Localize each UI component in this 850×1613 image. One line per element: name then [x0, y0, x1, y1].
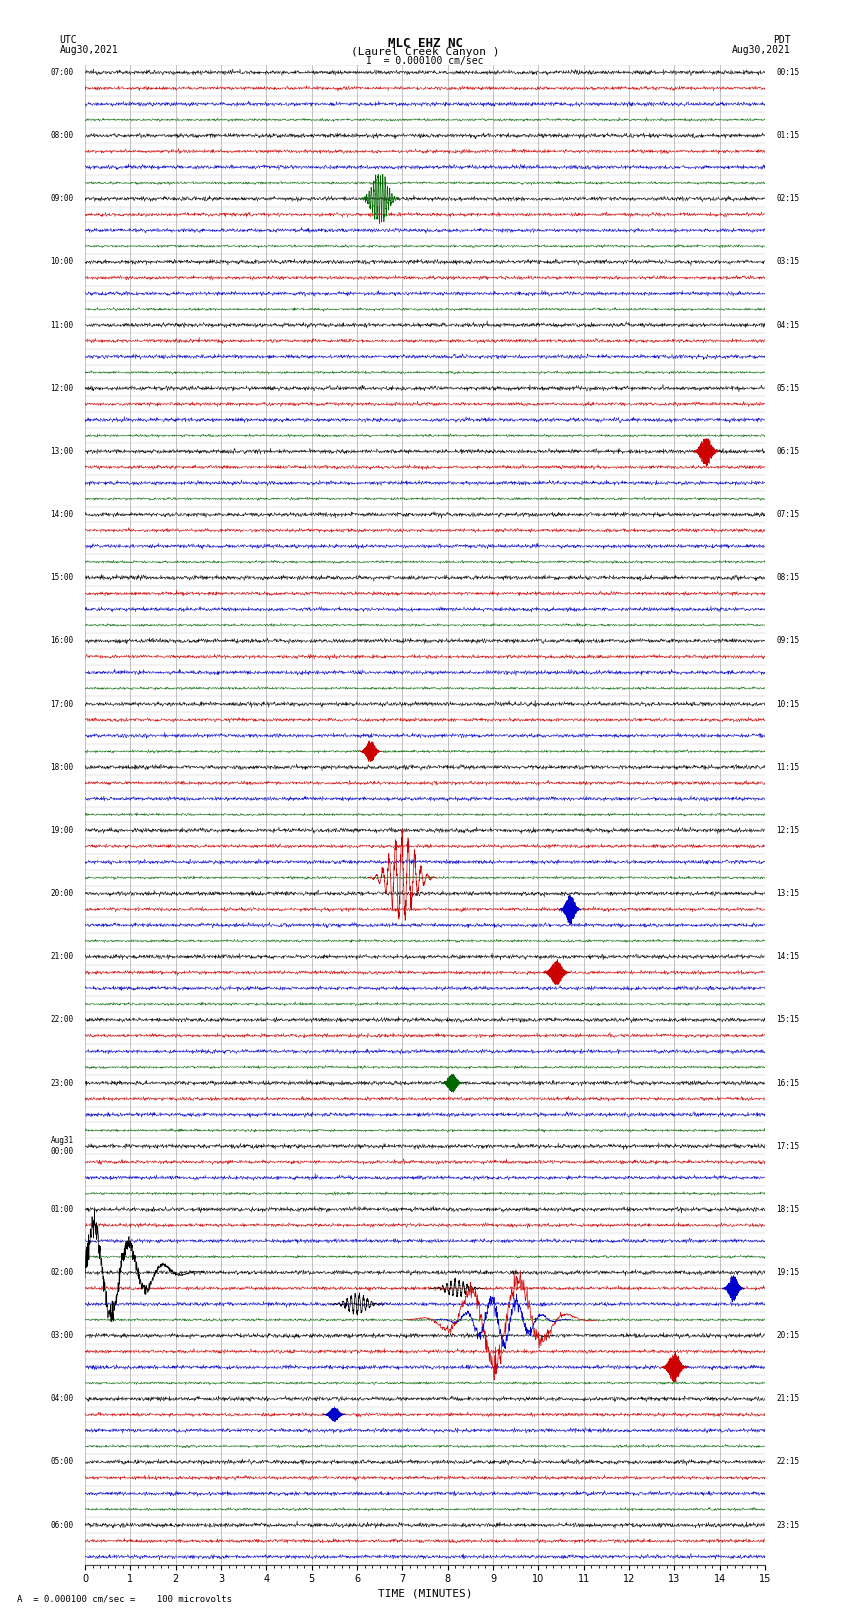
Text: Aug30,2021: Aug30,2021: [732, 45, 791, 55]
Text: 05:15: 05:15: [776, 384, 800, 392]
Text: 02:00: 02:00: [50, 1268, 74, 1277]
Text: 03:15: 03:15: [776, 258, 800, 266]
Text: 23:15: 23:15: [776, 1521, 800, 1529]
Text: 22:15: 22:15: [776, 1458, 800, 1466]
Text: 22:00: 22:00: [50, 1015, 74, 1024]
X-axis label: TIME (MINUTES): TIME (MINUTES): [377, 1589, 473, 1598]
Text: 01:00: 01:00: [50, 1205, 74, 1215]
Text: 11:00: 11:00: [50, 321, 74, 329]
Text: 05:00: 05:00: [50, 1458, 74, 1466]
Text: 14:00: 14:00: [50, 510, 74, 519]
Text: Aug31
00:00: Aug31 00:00: [50, 1137, 74, 1157]
Text: 08:15: 08:15: [776, 573, 800, 582]
Text: 03:00: 03:00: [50, 1331, 74, 1340]
Text: 21:00: 21:00: [50, 952, 74, 961]
Text: 11:15: 11:15: [776, 763, 800, 771]
Text: 01:15: 01:15: [776, 131, 800, 140]
Text: 13:15: 13:15: [776, 889, 800, 898]
Text: 16:15: 16:15: [776, 1079, 800, 1087]
Text: 18:00: 18:00: [50, 763, 74, 771]
Text: MLC EHZ NC: MLC EHZ NC: [388, 37, 462, 50]
Text: 12:00: 12:00: [50, 384, 74, 392]
Text: PDT: PDT: [773, 35, 790, 45]
Text: 10:15: 10:15: [776, 700, 800, 708]
Text: 15:15: 15:15: [776, 1015, 800, 1024]
Text: 18:15: 18:15: [776, 1205, 800, 1215]
Text: 21:15: 21:15: [776, 1394, 800, 1403]
Text: 16:00: 16:00: [50, 637, 74, 645]
Text: 06:00: 06:00: [50, 1521, 74, 1529]
Text: 08:00: 08:00: [50, 131, 74, 140]
Text: 04:00: 04:00: [50, 1394, 74, 1403]
Text: 10:00: 10:00: [50, 258, 74, 266]
Text: 09:00: 09:00: [50, 194, 74, 203]
Text: 19:15: 19:15: [776, 1268, 800, 1277]
Text: Aug30,2021: Aug30,2021: [60, 45, 118, 55]
Text: UTC: UTC: [60, 35, 77, 45]
Text: 06:15: 06:15: [776, 447, 800, 456]
Text: 20:00: 20:00: [50, 889, 74, 898]
Text: 15:00: 15:00: [50, 573, 74, 582]
Text: A  = 0.000100 cm/sec =    100 microvolts: A = 0.000100 cm/sec = 100 microvolts: [17, 1594, 232, 1603]
Text: 00:15: 00:15: [776, 68, 800, 77]
Text: (Laurel Creek Canyon ): (Laurel Creek Canyon ): [351, 47, 499, 56]
Text: 19:00: 19:00: [50, 826, 74, 836]
Text: 23:00: 23:00: [50, 1079, 74, 1087]
Text: 14:15: 14:15: [776, 952, 800, 961]
Text: 07:15: 07:15: [776, 510, 800, 519]
Text: 17:15: 17:15: [776, 1142, 800, 1150]
Text: 17:00: 17:00: [50, 700, 74, 708]
Text: I  = 0.000100 cm/sec: I = 0.000100 cm/sec: [366, 56, 484, 66]
Text: 09:15: 09:15: [776, 637, 800, 645]
Text: 13:00: 13:00: [50, 447, 74, 456]
Text: 12:15: 12:15: [776, 826, 800, 836]
Text: 02:15: 02:15: [776, 194, 800, 203]
Text: 07:00: 07:00: [50, 68, 74, 77]
Text: 04:15: 04:15: [776, 321, 800, 329]
Text: 20:15: 20:15: [776, 1331, 800, 1340]
